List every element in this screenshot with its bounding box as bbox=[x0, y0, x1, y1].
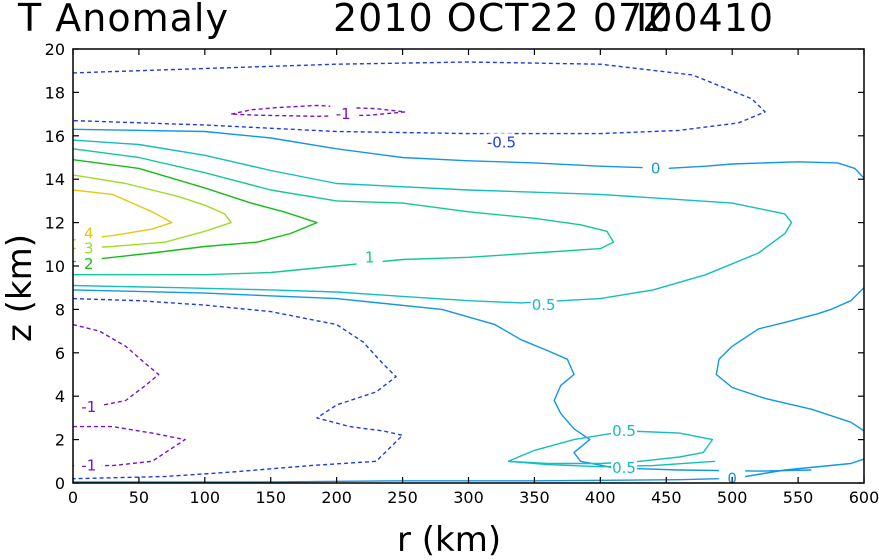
contour-line-8 bbox=[73, 297, 404, 480]
y-axis-title: z (km) bbox=[0, 234, 40, 342]
x-tick-label-2: 100 bbox=[190, 488, 221, 507]
x-axis-title: r (km) bbox=[397, 520, 502, 560]
contour-label-2: 0 bbox=[651, 159, 661, 177]
contour-label-5: 2 bbox=[84, 255, 94, 273]
plot-frame bbox=[72, 48, 865, 484]
y-tick-label-1: 2 bbox=[55, 431, 65, 450]
x-tick-label-11: 550 bbox=[783, 488, 814, 507]
contour-label-3: 0.5 bbox=[532, 296, 556, 314]
x-tick-label-4: 200 bbox=[321, 488, 352, 507]
contour-label-bg-2 bbox=[642, 159, 669, 177]
contour-label-bg-9 bbox=[75, 398, 102, 416]
contour-label-bg-6 bbox=[75, 239, 102, 257]
contour-line-3 bbox=[73, 139, 793, 304]
contour-label-bg-10 bbox=[75, 456, 102, 474]
x-tick-label-7: 350 bbox=[519, 488, 550, 507]
chart-title-left: T Anomaly bbox=[18, 0, 229, 40]
contour-label-14: 0.5 bbox=[612, 459, 636, 477]
contour-line-1 bbox=[231, 104, 406, 117]
contour-line-5 bbox=[73, 159, 318, 263]
contour-line-10 bbox=[73, 425, 186, 467]
x-tick-label-10: 500 bbox=[717, 488, 748, 507]
y-tick-label-2: 4 bbox=[55, 387, 65, 406]
contour-line-4 bbox=[73, 148, 615, 276]
y-tick-label-9: 18 bbox=[45, 83, 65, 102]
x-tick-label-8: 400 bbox=[585, 488, 616, 507]
y-tick-label-10: 20 bbox=[45, 40, 65, 59]
y-tick-label-6: 12 bbox=[45, 214, 65, 233]
x-tick-label-12: 600 bbox=[849, 488, 879, 507]
contour-line-12 bbox=[73, 287, 864, 483]
contour-label-bg-1 bbox=[330, 105, 357, 123]
contour-label-bg-13 bbox=[611, 421, 638, 439]
chart-title-datetime: 2010 OCT22 07Z bbox=[333, 0, 671, 40]
contour-label-bg-5 bbox=[75, 254, 102, 272]
contour-label-0: -0.5 bbox=[487, 133, 516, 151]
contour-line-13 bbox=[507, 430, 714, 465]
contour-label-9: -1 bbox=[81, 398, 96, 416]
contour-label-6: 3 bbox=[84, 240, 94, 258]
y-tick-label-5: 10 bbox=[45, 257, 65, 276]
y-tick-label-0: 0 bbox=[55, 474, 65, 493]
contour-line-7 bbox=[73, 189, 173, 241]
contour-line-2 bbox=[73, 128, 864, 179]
contour-label-7: 4 bbox=[84, 224, 94, 242]
x-tick-label-9: 450 bbox=[651, 488, 682, 507]
contour-line-9 bbox=[73, 323, 160, 410]
chart-title-run: I00410 bbox=[636, 0, 775, 40]
contour-label-bg-4 bbox=[356, 248, 383, 266]
y-tick-label-8: 16 bbox=[45, 127, 65, 146]
contour-label-13: 0.5 bbox=[612, 422, 636, 440]
contour-label-4: 1 bbox=[365, 248, 375, 266]
contour-label-bg-7 bbox=[75, 224, 102, 242]
x-tick-label-6: 300 bbox=[453, 488, 484, 507]
contour-lines bbox=[73, 61, 864, 483]
contour-line-14 bbox=[508, 460, 716, 468]
contour-label-bg-0 bbox=[488, 133, 515, 151]
y-tick-label-4: 8 bbox=[55, 300, 65, 319]
contour-label-bg-3 bbox=[530, 296, 557, 314]
y-tick-label-3: 6 bbox=[55, 344, 65, 363]
y-tick-label-7: 14 bbox=[45, 170, 65, 189]
contour-line-11 bbox=[73, 289, 812, 472]
x-tick-label-1: 50 bbox=[129, 488, 149, 507]
contour-line-0 bbox=[73, 61, 766, 135]
contour-line-6 bbox=[73, 174, 232, 250]
contour-label-1: -1 bbox=[336, 105, 351, 123]
x-tick-label-3: 150 bbox=[255, 488, 286, 507]
contour-label-10: -1 bbox=[81, 457, 96, 475]
x-tick-label-5: 250 bbox=[387, 488, 418, 507]
x-tick-label-0: 0 bbox=[68, 488, 78, 507]
contour-label-bg-14 bbox=[611, 458, 638, 476]
